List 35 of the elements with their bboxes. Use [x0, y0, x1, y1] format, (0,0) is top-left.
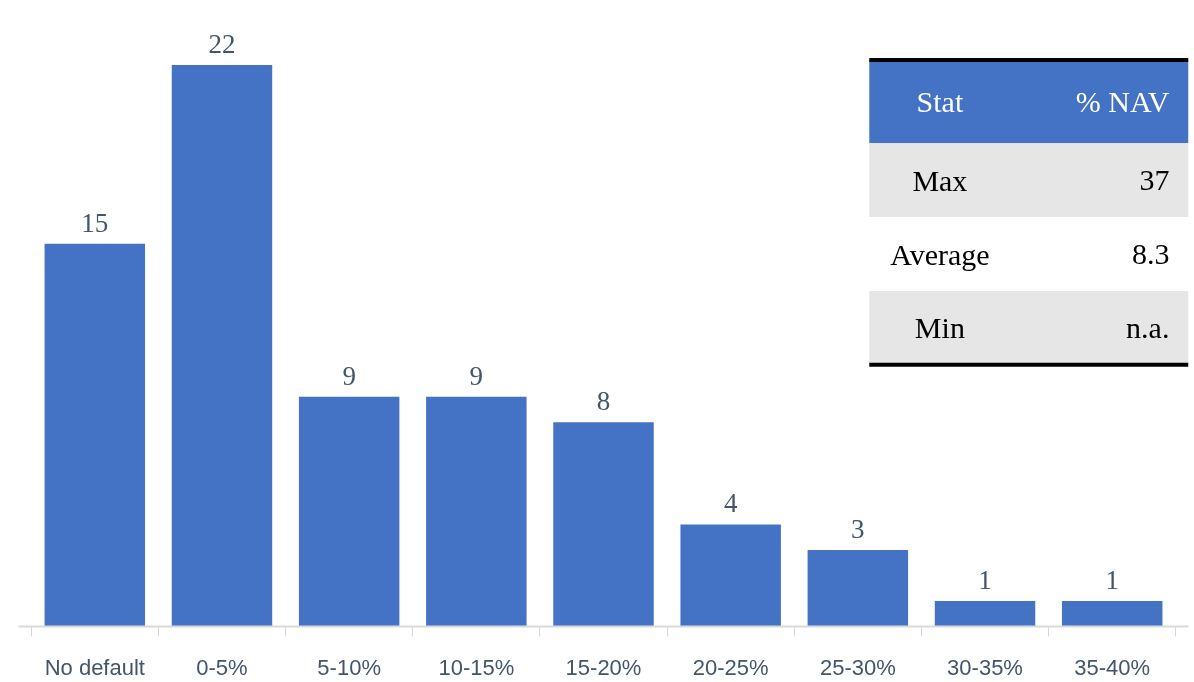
bar	[680, 524, 781, 627]
annotation: Stat	[916, 85, 964, 119]
x-tick-label: No default	[44, 654, 145, 680]
bar	[298, 396, 400, 627]
bar	[934, 600, 1036, 627]
annotation: 8.3	[1131, 236, 1170, 270]
x-tick-label: 35-40%	[1074, 654, 1151, 680]
x-tick-label: 0-5%	[196, 654, 248, 680]
bar	[807, 549, 909, 627]
x-tick-label: 10-15%	[438, 654, 515, 680]
annotation: n.a.	[1126, 311, 1170, 345]
data-label: 9	[342, 360, 356, 391]
data-label: 1	[1105, 564, 1119, 595]
x-tick-label: 5-10%	[317, 654, 381, 680]
data-label: 9	[469, 360, 484, 391]
data-label: 1	[978, 564, 992, 595]
bar	[426, 396, 527, 627]
x-tick-label: 15-20%	[565, 654, 642, 680]
bar	[1061, 600, 1163, 627]
annotation: Average	[890, 237, 990, 271]
annotation: Max	[912, 163, 968, 197]
x-tick-label: 20-25%	[692, 654, 769, 680]
annotation: Min	[914, 311, 965, 345]
x-tick-label: 30-35%	[947, 654, 1023, 680]
data-label: 3	[851, 513, 865, 544]
annotation: % NAV	[1075, 85, 1170, 119]
data-label: 4	[723, 488, 738, 519]
bar	[171, 65, 273, 627]
data-label: 8	[596, 386, 611, 417]
bar	[553, 422, 654, 627]
data-label: 22	[208, 29, 236, 60]
x-tick-label: 25-30%	[819, 654, 896, 680]
bar	[44, 243, 146, 627]
annotation: 37	[1139, 162, 1170, 196]
data-label: 15	[81, 207, 109, 238]
